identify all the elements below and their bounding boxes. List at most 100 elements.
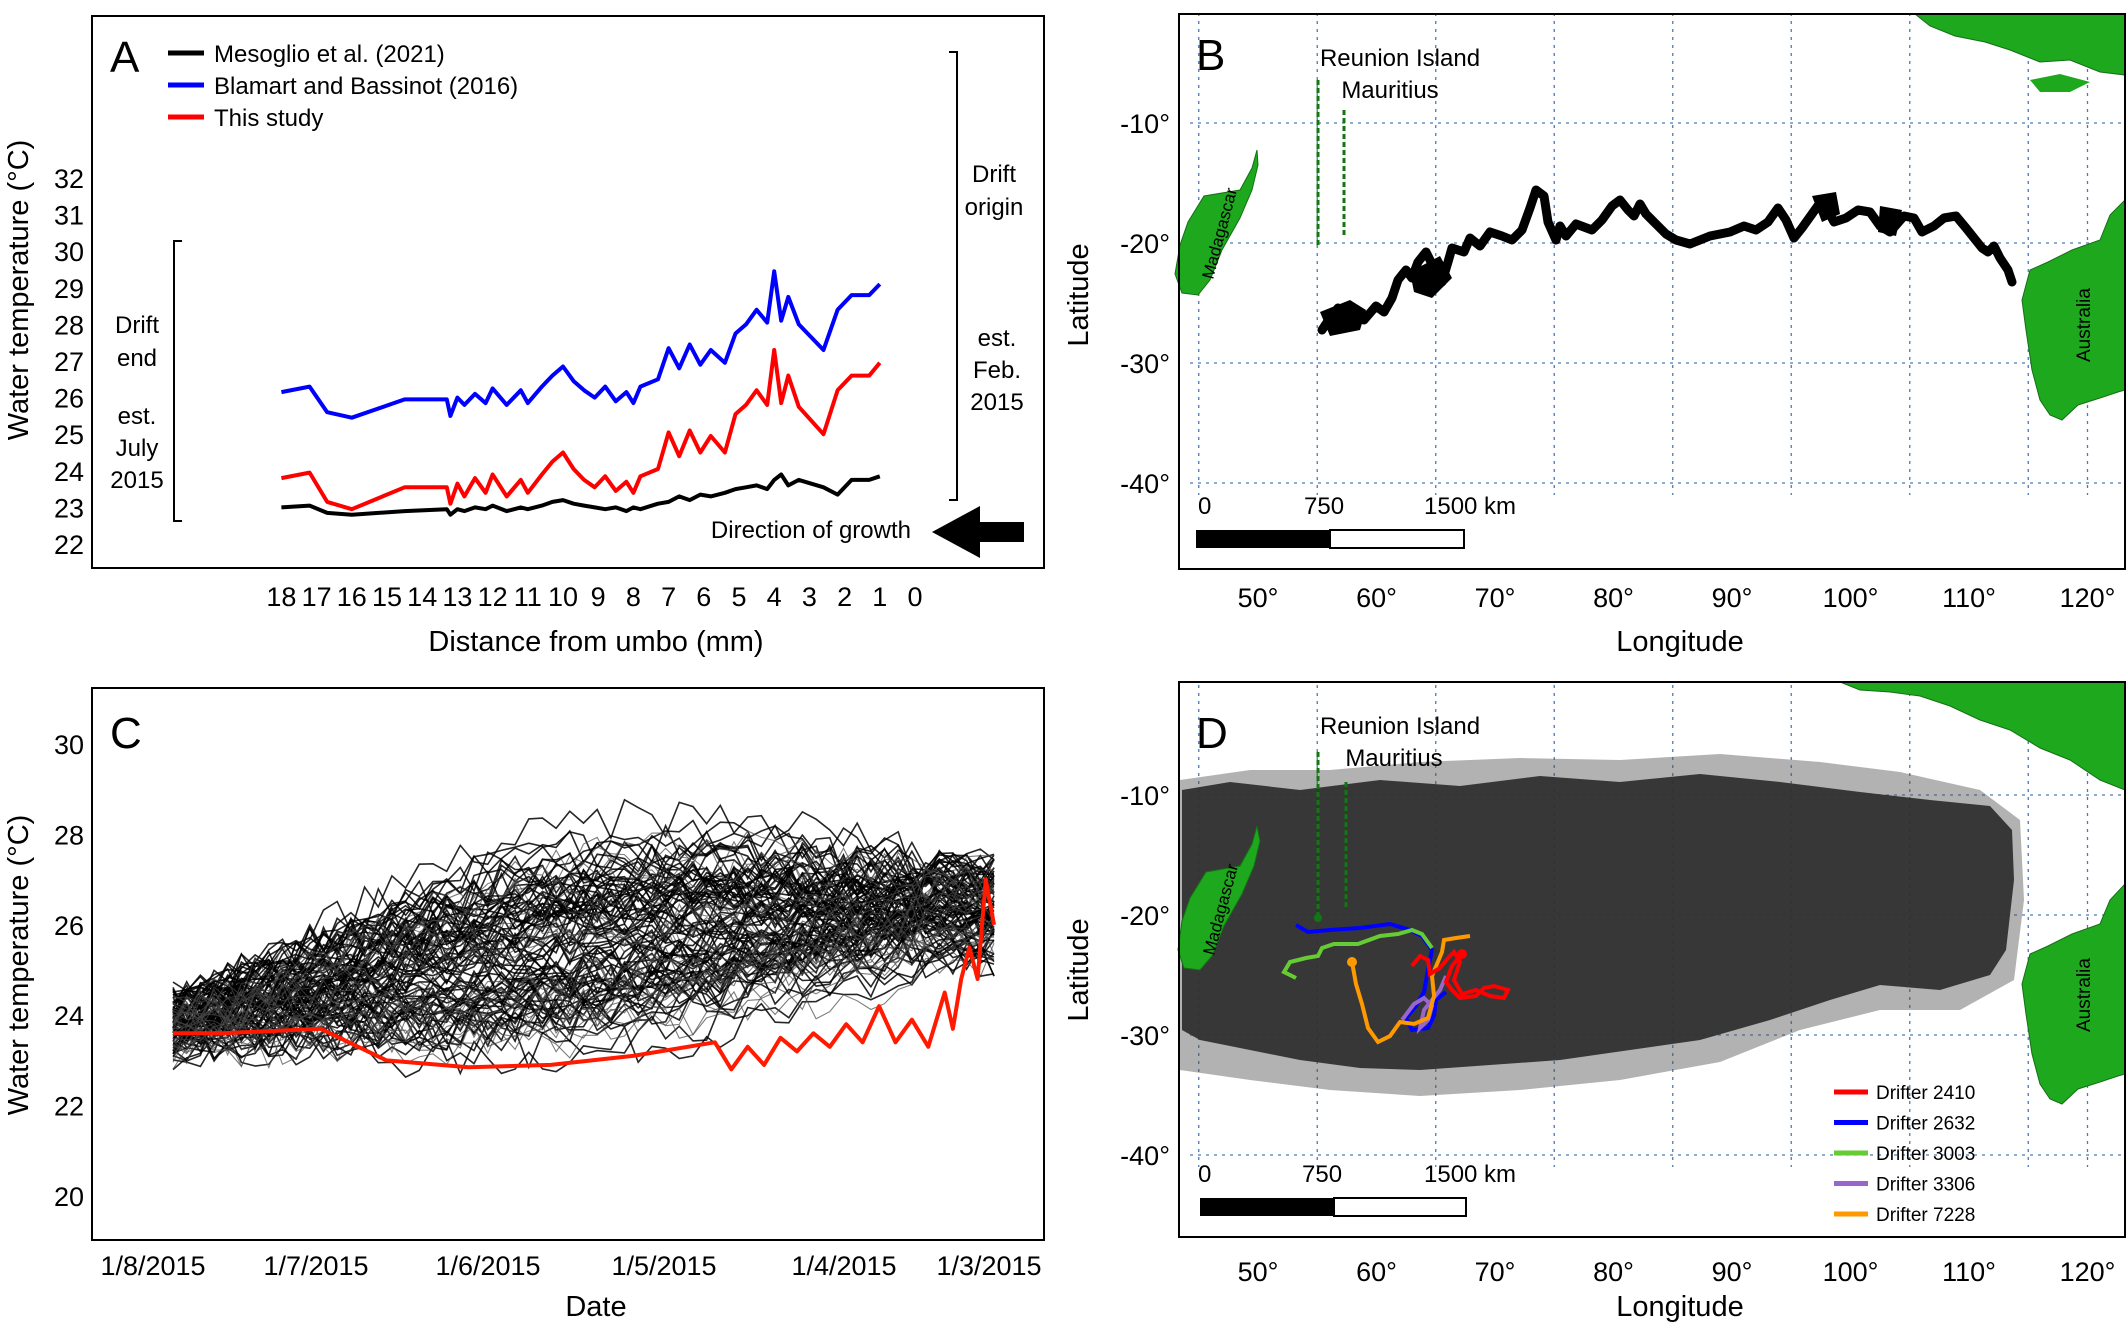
c-this-study-line xyxy=(173,877,996,1072)
panel-d-y-ticks: -10° -20° -30° -40° xyxy=(1120,781,1170,1171)
c-model-trace-67 xyxy=(172,883,995,1047)
panel-b-scale-bar: 0 750 1500 km xyxy=(1196,493,1516,549)
panel-c-x-ticks: 1/8/2015 1/7/2015 1/6/2015 1/5/2015 1/4/2015… xyxy=(100,1251,1041,1281)
reunion-dot xyxy=(1314,914,1322,922)
panel-d-drifter-legend: Drifter 2410 Drifter 2632 Drifter 3003 Drif… xyxy=(1834,1083,1975,1226)
drift-origin-label-2: origin xyxy=(965,194,1024,221)
scale-label-0-d: 0 xyxy=(1198,1161,1211,1188)
panel-b-map-bg xyxy=(1179,14,2125,569)
c-model-trace-91 xyxy=(172,945,995,1055)
scale-bar-black xyxy=(1196,530,1330,548)
scale-label-1500: 1500 km xyxy=(1424,493,1516,520)
c-model-trace-86 xyxy=(172,921,995,1031)
australia-landmass-d xyxy=(2021,882,2126,1105)
c-y-tick-30: 30 xyxy=(54,730,84,760)
a-x-tick-5: 5 xyxy=(731,582,746,612)
c-model-trace-60 xyxy=(172,886,995,1016)
drift-end-bracket xyxy=(173,240,182,522)
c-model-trace-65 xyxy=(172,823,995,1009)
map1-y-tick--10°: -10° xyxy=(1120,109,1170,139)
legend-label-blamart: Blamart and Bassinot (2016) xyxy=(214,73,518,100)
c-model-trace-99 xyxy=(172,878,995,1070)
a-x-tick-9: 9 xyxy=(591,582,606,612)
legend-label-drifter-0: Drifter 2410 xyxy=(1876,1083,1975,1104)
drift-end-label-1: Drift xyxy=(115,312,159,339)
map1-x-tick-70°: 70° xyxy=(1475,583,1516,613)
a-y-tick-27: 27 xyxy=(54,347,84,377)
est-feb-label-1: est. xyxy=(978,325,1017,352)
a-series-line-1 xyxy=(281,269,882,420)
panel-a-x-ticks: 18 17 16 15 14 13 12 11 10 9 8 7 6 5 4 3 2 1 0 xyxy=(266,582,922,612)
drift-trajectory-blob xyxy=(1320,192,1902,336)
a-x-tick-11: 11 xyxy=(514,582,542,612)
legend-label-drifter-4: Drifter 7228 xyxy=(1876,1205,1975,1226)
panel-b-frame xyxy=(1178,13,2126,570)
a-y-tick-26: 26 xyxy=(54,384,84,414)
drift-trajectory xyxy=(1317,185,2017,335)
panel-d: Madagascar Australia Reunion Island Maur… xyxy=(1063,681,2126,1323)
map1-x-tick-60°: 60° xyxy=(1356,583,1397,613)
panel-d-ylabel: Latitude xyxy=(1063,918,1095,1021)
drift-cloud-body xyxy=(1182,774,2014,1070)
map3-y-tick--20°: -20° xyxy=(1120,901,1170,931)
map1-y-tick--40°: -40° xyxy=(1120,469,1170,499)
reunion-label-d: Reunion Island xyxy=(1320,713,1480,740)
a-x-tick-8: 8 xyxy=(626,582,641,612)
panel-a-legend: Mesoglio et al. (2021) Blamart and Bassi… xyxy=(168,41,518,132)
panel-c-xlabel: Date xyxy=(565,1291,626,1323)
c-model-trace-42 xyxy=(172,871,995,1051)
mauritius-label-d: Mauritius xyxy=(1345,745,1442,772)
c-model-trace-98 xyxy=(172,867,995,1025)
panel-c-this-study xyxy=(173,877,996,1072)
direction-of-growth-label: Direction of growth xyxy=(711,517,911,544)
map1-y-tick--20°: -20° xyxy=(1120,229,1170,259)
a-x-tick-18: 18 xyxy=(266,582,296,612)
c-model-trace-69 xyxy=(172,819,995,1008)
c-y-tick-28: 28 xyxy=(54,820,84,850)
map3-y-tick--30°: -30° xyxy=(1120,1021,1170,1051)
drift-origin-bracket xyxy=(949,51,958,501)
map1-x-tick-90°: 90° xyxy=(1712,583,1753,613)
c-model-trace-3 xyxy=(172,938,995,1079)
a-y-tick-25: 25 xyxy=(54,420,84,450)
panel-a-ylabel: Water temperature (°C) xyxy=(3,140,35,441)
c-model-trace-94 xyxy=(172,912,995,1047)
c-y-tick-22: 22 xyxy=(54,1092,84,1122)
est-july-label-2: July xyxy=(116,435,159,462)
panel-b-y-ticks: -10° -20° -30° -40° xyxy=(1120,109,1170,499)
scale-label-1500-d: 1500 km xyxy=(1424,1161,1516,1188)
legend-label-drifter-3: Drifter 3306 xyxy=(1876,1175,1975,1196)
scale-bar-white xyxy=(1329,529,1465,549)
panel-d-scale-bar: 0 750 1500 km xyxy=(1198,1161,1516,1217)
a-x-tick-14: 14 xyxy=(407,582,437,612)
panel-d-drift-cloud xyxy=(1180,754,2024,1096)
c-model-trace-107 xyxy=(172,830,995,1046)
a-x-tick-6: 6 xyxy=(696,582,711,612)
map3-x-tick-120°: 120° xyxy=(2060,1257,2116,1287)
c-x-tick-0: 1/8/2015 xyxy=(100,1251,205,1281)
australia-label: Australia xyxy=(2074,288,2095,362)
drifter-2410-track xyxy=(1410,948,1511,1001)
scale-bar-black-d xyxy=(1200,1198,1334,1216)
c-model-trace-108 xyxy=(172,874,995,1047)
a-x-tick-15: 15 xyxy=(372,582,402,612)
a-y-tick-28: 28 xyxy=(54,310,84,340)
a-x-tick-2: 2 xyxy=(837,582,852,612)
a-y-tick-31: 31 xyxy=(54,201,84,231)
madagascar-landmass-d xyxy=(1177,825,1261,971)
panel-d-xlabel: Longitude xyxy=(1616,1291,1743,1323)
c-model-trace-71 xyxy=(172,897,995,1016)
panel-a-frame xyxy=(91,15,1045,569)
c-model-trace-100 xyxy=(172,891,995,1053)
panel-d-label: D xyxy=(1196,709,1228,758)
a-y-tick-22: 22 xyxy=(54,530,84,560)
a-x-tick-0: 0 xyxy=(907,582,922,612)
map3-x-tick-90°: 90° xyxy=(1712,1257,1753,1287)
panel-a-xlabel: Distance from umbo (mm) xyxy=(428,626,763,658)
panel-d-frame xyxy=(1178,681,2126,1238)
panel-c-model-temperatures xyxy=(172,798,995,1079)
c-x-tick-1: 1/7/2015 xyxy=(263,1251,368,1281)
est-july-label-3: 2015 xyxy=(110,467,163,494)
a-x-tick-16: 16 xyxy=(337,582,367,612)
